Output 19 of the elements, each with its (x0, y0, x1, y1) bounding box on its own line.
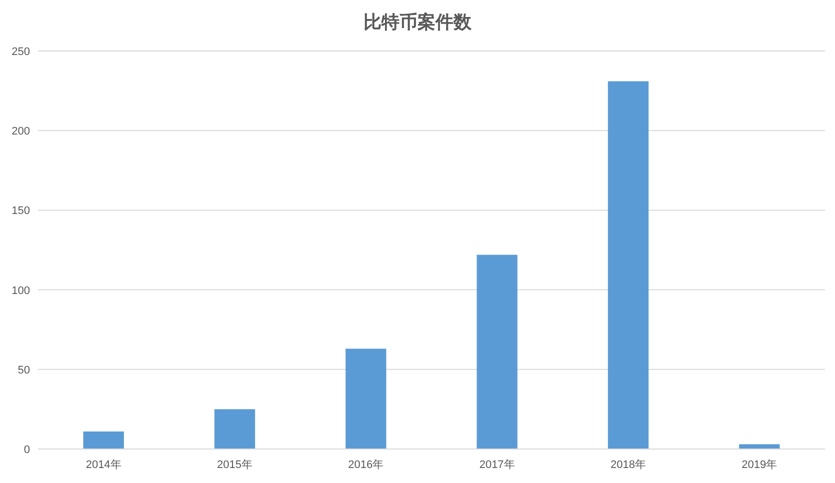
bar (476, 254, 518, 449)
y-tick-label: 0 (24, 444, 30, 456)
bar (346, 348, 386, 449)
y-tick-label: 150 (12, 205, 30, 218)
x-tick-label: 2014年 (86, 459, 122, 471)
bar (608, 81, 649, 449)
y-tick-label: 200 (12, 126, 30, 138)
y-tick-label: 50 (18, 364, 30, 376)
y-tick-label: 250 (12, 46, 30, 58)
x-tick-label: 2015年 (217, 459, 252, 471)
x-tick-label: 2018年 (610, 459, 646, 471)
y-tick-label: 100 (12, 284, 30, 297)
bar (739, 444, 780, 449)
x-tick-label: 2017年 (479, 459, 515, 471)
chart-title: 比特币案件数 (364, 12, 472, 32)
bar (83, 431, 124, 449)
x-tick-label: 2019年 (742, 459, 778, 471)
x-tick-label: 2016年 (348, 459, 384, 471)
bar (214, 409, 256, 449)
